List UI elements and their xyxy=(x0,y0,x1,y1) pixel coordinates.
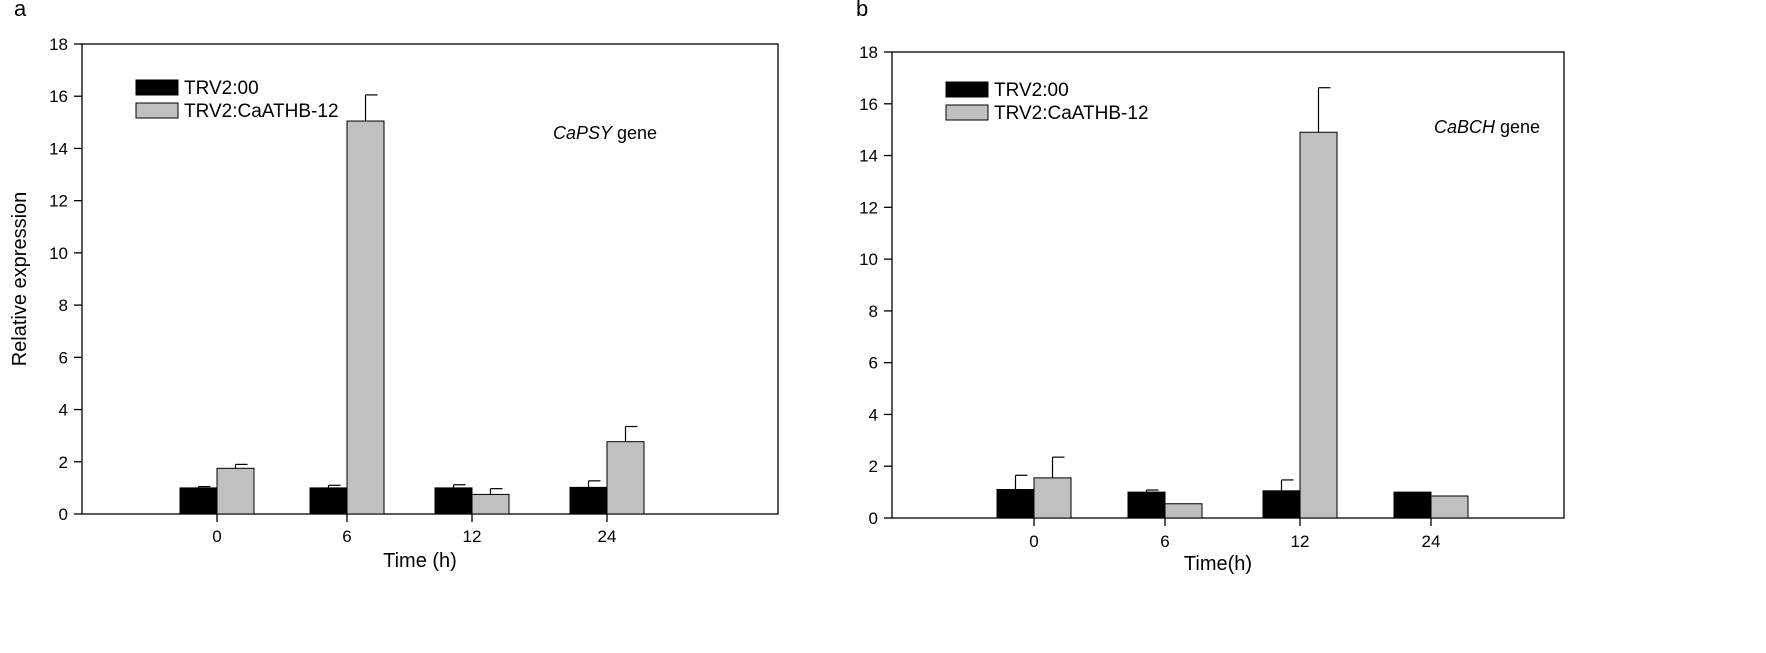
legend-label: TRV2:00 xyxy=(994,80,1069,101)
bar-trv2-00-12 xyxy=(1262,490,1301,519)
gene-suffix: gene xyxy=(1495,117,1540,137)
y-tick-label: 2 xyxy=(59,453,68,472)
bar-trv2-caathb-12-6 xyxy=(346,120,385,515)
panel-label: a xyxy=(14,0,27,21)
y-tick-label: 16 xyxy=(49,87,68,106)
legend-swatch xyxy=(135,102,179,119)
y-tick-label: 14 xyxy=(859,147,878,166)
bar-trv2-caathb-12-24 xyxy=(1430,495,1469,519)
y-tick-label: 8 xyxy=(869,302,878,321)
bar-trv2-00-0 xyxy=(996,489,1035,519)
x-axis-title: Time(h) xyxy=(1184,553,1252,575)
bar-trv2-00-24 xyxy=(1393,491,1432,519)
x-tick-label: 6 xyxy=(342,527,351,546)
y-tick-label: 2 xyxy=(869,457,878,476)
legend-swatch xyxy=(135,79,179,96)
y-tick-label: 0 xyxy=(59,505,68,524)
y-tick-label: 10 xyxy=(859,250,878,269)
x-tick-label: 0 xyxy=(1029,532,1038,551)
legend-label: TRV2:CaATHB-12 xyxy=(994,103,1149,124)
bar-trv2-00-6 xyxy=(309,487,348,515)
x-tick-label: 6 xyxy=(1160,532,1169,551)
x-tick-label: 0 xyxy=(212,527,221,546)
legend-label: TRV2:00 xyxy=(184,78,259,99)
panel-label: b xyxy=(856,0,868,21)
plot-frame xyxy=(891,51,1565,519)
x-tick-label: 12 xyxy=(1291,532,1310,551)
y-tick-label: 16 xyxy=(859,95,878,114)
bar-trv2-caathb-12-12 xyxy=(1299,131,1338,519)
y-axis-title: Relative expression xyxy=(9,192,31,367)
bar-trv2-caathb-12-24 xyxy=(606,441,645,515)
y-tick-label: 0 xyxy=(869,509,878,528)
y-tick-label: 6 xyxy=(59,348,68,367)
x-tick-label: 24 xyxy=(598,527,617,546)
legend-label: TRV2:CaATHB-12 xyxy=(184,101,339,122)
gene-suffix: gene xyxy=(612,123,657,143)
gene-name: CaPSY xyxy=(553,123,614,143)
x-axis-title: Time (h) xyxy=(383,550,457,572)
y-tick-label: 12 xyxy=(859,198,878,217)
y-tick-label: 8 xyxy=(59,296,68,315)
bar-trv2-caathb-12-6 xyxy=(1164,503,1203,519)
x-tick-label: 12 xyxy=(463,527,482,546)
bar-trv2-00-24 xyxy=(569,486,608,515)
plot-frame xyxy=(81,43,779,515)
bar-trv2-00-0 xyxy=(179,487,218,515)
legend-swatch xyxy=(945,81,989,98)
y-tick-label: 4 xyxy=(869,405,878,424)
gene-annotation: CaPSY gene xyxy=(553,123,657,143)
bar-trv2-00-6 xyxy=(1127,491,1166,519)
y-tick-label: 10 xyxy=(49,244,68,263)
gene-name: CaBCH xyxy=(1434,117,1496,137)
gene-annotation: CaBCH gene xyxy=(1434,117,1540,137)
y-tick-label: 14 xyxy=(49,139,68,158)
legend-swatch xyxy=(945,104,989,121)
x-tick-label: 24 xyxy=(1422,532,1441,551)
y-tick-label: 18 xyxy=(859,43,878,62)
bar-trv2-caathb-12-0 xyxy=(1033,477,1072,519)
bar-trv2-caathb-12-12 xyxy=(471,493,510,515)
y-tick-label: 18 xyxy=(49,35,68,54)
y-tick-label: 12 xyxy=(49,192,68,211)
y-tick-label: 6 xyxy=(869,354,878,373)
y-tick-label: 4 xyxy=(59,401,68,420)
bar-trv2-caathb-12-0 xyxy=(216,467,255,515)
bar-trv2-00-12 xyxy=(434,487,473,515)
